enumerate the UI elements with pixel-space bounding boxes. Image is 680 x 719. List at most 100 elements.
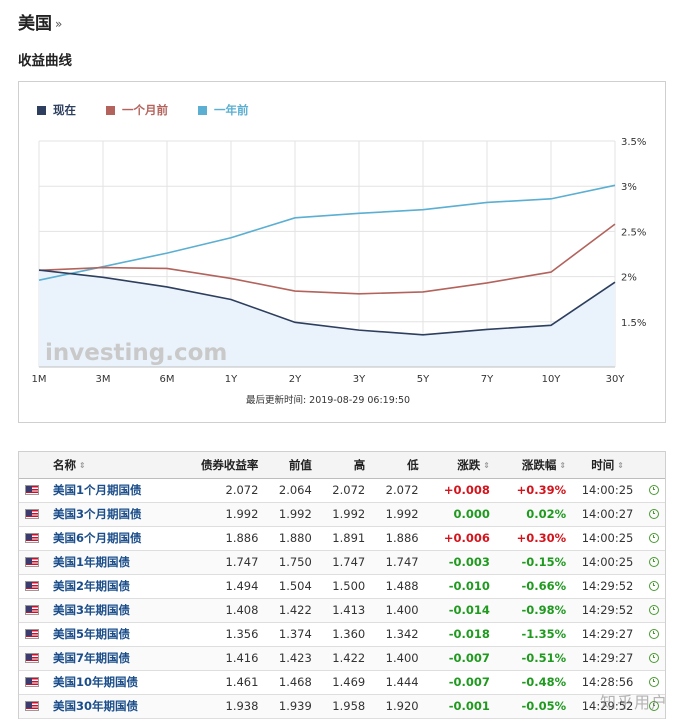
header-prev[interactable]: 前值 (264, 452, 318, 479)
bond-name-link[interactable]: 美国6个月期国债 (45, 526, 178, 551)
yield-curve-chart: investing.com 1M 3M 6M 1Y 2Y 3Y 5Y 7Y 10Y 30Y 3.5% 3… (18, 81, 666, 423)
bond-change-pct: -0.15% (495, 550, 573, 575)
x-tick-label: 6M (160, 374, 175, 385)
bond-change: -0.003 (424, 550, 496, 575)
bond-change: -0.014 (424, 598, 496, 623)
header-yield[interactable]: 债券收益率 (177, 452, 265, 479)
clock-cell (643, 478, 665, 503)
clock-icon[interactable] (649, 701, 659, 711)
table-row[interactable]: 美国30年期国债 1.938 1.939 1.958 1.920 -0.001 -0.05%… (19, 694, 665, 719)
legend-item[interactable]: 现在 (37, 102, 76, 118)
header-flag (19, 452, 45, 479)
bond-low: 1.488 (371, 574, 425, 599)
us-flag-icon (25, 677, 39, 687)
legend-item[interactable]: 一个月前 (106, 102, 168, 118)
bond-high: 1.500 (317, 574, 372, 599)
clock-cell (643, 670, 665, 695)
header-time[interactable]: 时间 ⇕ (572, 452, 643, 479)
sort-icon[interactable]: ⇕ (617, 460, 624, 470)
x-tick-label: 7Y (481, 374, 494, 385)
bond-change-pct: -0.51% (495, 646, 573, 671)
bond-low: 2.072 (371, 478, 425, 503)
bond-time: 14:29:52 (572, 694, 643, 719)
clock-icon[interactable] (649, 581, 659, 591)
bond-prev: 1.880 (264, 526, 318, 551)
header-low[interactable]: 低 (371, 452, 425, 479)
bond-low: 1.444 (371, 670, 425, 695)
clock-icon[interactable] (649, 629, 659, 639)
flag-cell (19, 670, 45, 695)
bond-change-pct: +0.30% (495, 526, 573, 551)
us-flag-icon (25, 509, 39, 519)
legend-swatch (106, 105, 115, 115)
bond-name-link[interactable]: 美国10年期国债 (45, 670, 178, 695)
legend-item[interactable]: 一年前 (198, 102, 249, 118)
series-line-0 (38, 269, 616, 336)
table-row[interactable]: 美国2年期国债 1.494 1.504 1.500 1.488 -0.010 -0.66% 1… (19, 574, 665, 599)
bond-time: 14:28:56 (572, 670, 643, 695)
clock-icon[interactable] (649, 653, 659, 663)
clock-icon[interactable] (649, 605, 659, 615)
legend-swatch (198, 105, 207, 115)
bond-high: 1.360 (317, 622, 372, 647)
bond-name-link[interactable]: 美国3个月期国债 (45, 502, 178, 527)
bond-time: 14:29:27 (572, 622, 643, 647)
clock-icon[interactable] (649, 485, 659, 495)
bond-low: 1.342 (371, 622, 425, 647)
bond-time: 14:29:52 (572, 574, 643, 599)
bond-change: -0.007 (424, 646, 496, 671)
country-title[interactable]: 美国 (18, 14, 52, 34)
bond-low: 1.886 (371, 526, 425, 551)
table-row[interactable]: 美国3年期国债 1.408 1.422 1.413 1.400 -0.014 -0.98% 1… (19, 598, 665, 623)
clock-cell (643, 502, 665, 527)
bond-change-pct: -0.98% (495, 598, 573, 623)
bond-name-link[interactable]: 美国3年期国债 (45, 598, 178, 623)
bond-name-link[interactable]: 美国2年期国债 (45, 574, 178, 599)
chevron-icon[interactable]: » (55, 17, 63, 31)
legend-label: 现在 (53, 103, 76, 117)
bond-name-link[interactable]: 美国1个月期国债 (45, 478, 178, 503)
sort-icon[interactable]: ⇕ (559, 460, 567, 470)
flag-cell (19, 550, 45, 575)
section-title: 收益曲线 (18, 53, 72, 69)
chart-legend: 现在 一个月前 一年前 (37, 102, 249, 118)
table-row[interactable]: 美国1个月期国债 2.072 2.064 2.072 2.072 +0.008 +0.39%… (19, 478, 665, 503)
clock-icon[interactable] (649, 509, 659, 519)
table-row[interactable]: 美国5年期国债 1.356 1.374 1.360 1.342 -0.018 -1.35% 1… (19, 622, 665, 647)
bond-low: 1.400 (371, 598, 425, 623)
bond-name-link[interactable]: 美国5年期国债 (45, 622, 178, 647)
header-change-pct[interactable]: 涨跌幅 ⇕ (495, 452, 573, 479)
x-tick-label: 3M (96, 374, 111, 385)
bond-table: 名称 ⇕ 债券收益率 前值 高 低 涨跌 ⇕ 涨跌幅 ⇕ 时间 ⇕ 美国1个月期国债 2.… (19, 452, 665, 719)
table-row[interactable]: 美国10年期国债 1.461 1.468 1.469 1.444 -0.007 -0.48%… (19, 670, 665, 695)
flag-cell (19, 598, 45, 623)
sort-icon[interactable]: ⇕ (483, 460, 490, 470)
bond-yield: 2.072 (177, 478, 265, 503)
bond-low: 1.920 (371, 694, 425, 719)
header-name[interactable]: 名称 ⇕ (45, 452, 178, 479)
clock-icon[interactable] (649, 677, 659, 687)
sort-icon[interactable]: ⇕ (79, 460, 86, 470)
clock-cell (643, 526, 665, 551)
table-row[interactable]: 美国7年期国债 1.416 1.423 1.422 1.400 -0.007 -0.51% 1… (19, 646, 665, 671)
bond-time: 14:00:27 (572, 502, 643, 527)
bond-name-link[interactable]: 美国30年期国债 (45, 694, 178, 719)
us-flag-icon (25, 605, 39, 615)
table-row[interactable]: 美国3个月期国债 1.992 1.992 1.992 1.992 0.000 0.02% 14… (19, 502, 665, 527)
bond-time: 14:00:25 (572, 478, 643, 503)
bond-change-pct: -0.48% (495, 670, 573, 695)
clock-icon[interactable] (649, 533, 659, 543)
header-change[interactable]: 涨跌 ⇕ (424, 452, 496, 479)
clock-icon[interactable] (649, 557, 659, 567)
bond-name-link[interactable]: 美国7年期国债 (45, 646, 178, 671)
table-row[interactable]: 美国6个月期国债 1.886 1.880 1.891 1.886 +0.006 +0.30%… (19, 526, 665, 551)
us-flag-icon (25, 629, 39, 639)
x-tick-label: 30Y (606, 374, 626, 385)
header-high[interactable]: 高 (317, 452, 372, 479)
bond-time: 14:00:25 (572, 550, 643, 575)
bond-name-link[interactable]: 美国1年期国债 (45, 550, 178, 575)
page-title: 美国» (18, 9, 62, 34)
series-line-1 (38, 223, 616, 295)
header-clock (643, 452, 665, 479)
table-row[interactable]: 美国1年期国债 1.747 1.750 1.747 1.747 -0.003 -0.15% 1… (19, 550, 665, 575)
